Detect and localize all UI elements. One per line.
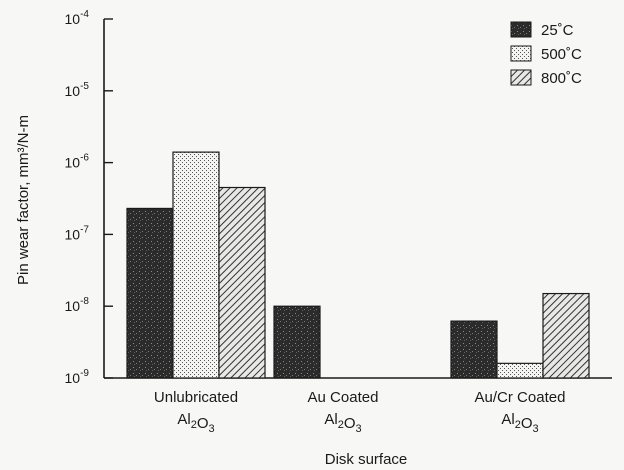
legend-swatch-dotted [510, 45, 532, 62]
y-tick-label: 10-7 [65, 224, 90, 242]
category-sublabel: Al2O3 [501, 411, 538, 435]
category-label: Au/Cr Coated [475, 389, 566, 406]
y-tick-label: 10-6 [65, 153, 90, 171]
y-tick-label: 10-4 [65, 9, 90, 27]
legend-swatch-hatched [510, 69, 532, 86]
category-sublabel: Al2O3 [324, 411, 361, 435]
y-axis-title: Pin wear factor, mm³/N-m [15, 115, 32, 285]
legend: 25˚C 500˚C 800˚C [510, 21, 582, 87]
x-axis-title: Disk surface [325, 451, 408, 468]
category-labels: Unlubricated Al2O3 Au Coated Al2O3 Au/Cr Coa… [154, 389, 566, 435]
y-tick-label: 10-9 [65, 368, 90, 386]
y-tick-label: 10-5 [65, 81, 90, 99]
y-tick-label: 10-8 [65, 296, 90, 314]
legend-label: 500˚C [541, 46, 582, 63]
legend-label: 800˚C [541, 70, 582, 87]
category-label: Unlubricated [154, 389, 238, 406]
legend-label: 25˚C [541, 22, 574, 39]
bar-dark-1 [273, 305, 321, 379]
y-ticks: 10-9 10-8 10-7 10-6 10-5 10-4 [65, 9, 113, 386]
bar-dotted-2 [496, 362, 544, 379]
bar-hatched-0 [218, 186, 266, 379]
bar-dark-0 [126, 207, 174, 379]
legend-swatch-dark [510, 21, 532, 38]
bars [126, 151, 590, 379]
bar-dark-2 [450, 320, 498, 379]
category-sublabel: Al2O3 [177, 411, 214, 435]
bar-hatched-2 [542, 292, 590, 379]
bar-dotted-0 [172, 151, 220, 379]
category-label: Au Coated [308, 389, 379, 406]
